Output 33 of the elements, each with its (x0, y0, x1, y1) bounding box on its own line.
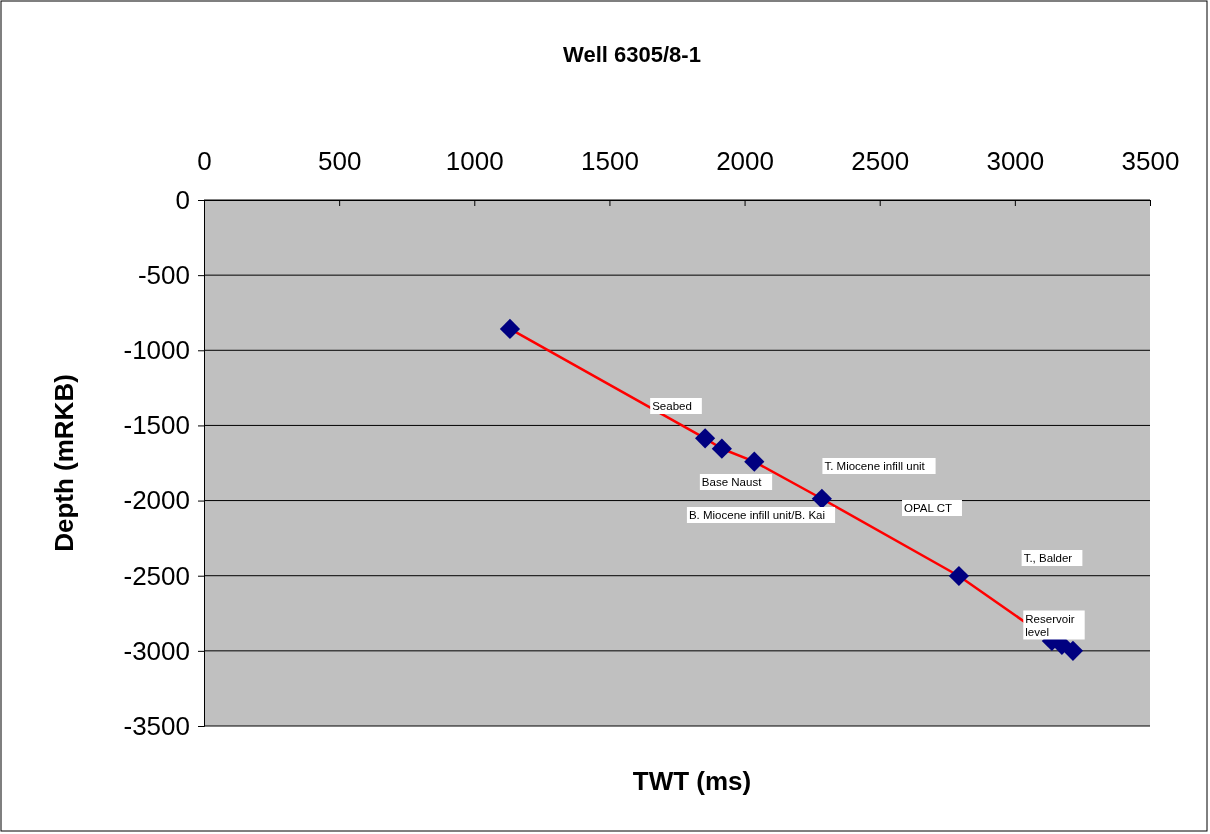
point (711, 438, 732, 459)
point (948, 565, 970, 587)
annotation: Seabed (652, 400, 692, 412)
point (499, 318, 521, 340)
point (744, 451, 765, 472)
annotation: T., Balder (1023, 552, 1073, 564)
y-tick-label: -1000 (123, 335, 190, 366)
x-tick-label: 3500 (1121, 146, 1180, 176)
y-tick-label: -3500 (123, 710, 190, 741)
y-tick-label: 0 (175, 184, 190, 215)
x-axis-title: TWT (ms) (632, 766, 752, 796)
point (1062, 640, 1084, 661)
annotation: T. Miocene infill unit (824, 460, 926, 472)
x-tick-label: 500 (317, 146, 362, 176)
x-tick-label: 1000 (445, 146, 504, 176)
point (811, 488, 832, 509)
y-tick-label: -2000 (123, 485, 190, 516)
y-tick-label: -2500 (123, 560, 190, 591)
x-tick-label: 1500 (581, 146, 639, 176)
point (695, 428, 716, 449)
x-tick-label: 2000 (716, 146, 774, 176)
x-tick-label: 3000 (986, 146, 1045, 176)
y-tick-label: -500 (137, 259, 190, 290)
annotation: B. Miocene infill unit/B. Kai (688, 509, 826, 521)
annotation: OPAL CT (904, 502, 952, 514)
chart-title: Well 6305/8-1 (563, 42, 701, 67)
x-tick-label: 2500 (851, 146, 910, 176)
y-tick-label: -3000 (123, 635, 190, 666)
annotation: Base Naust (701, 476, 763, 488)
x-tick-label: 0 (197, 146, 212, 176)
y-axis-title: Depth (mRKB) (49, 374, 79, 552)
y-tick-label: -1500 (123, 410, 190, 441)
annotation: Reservoir level (1025, 612, 1075, 638)
